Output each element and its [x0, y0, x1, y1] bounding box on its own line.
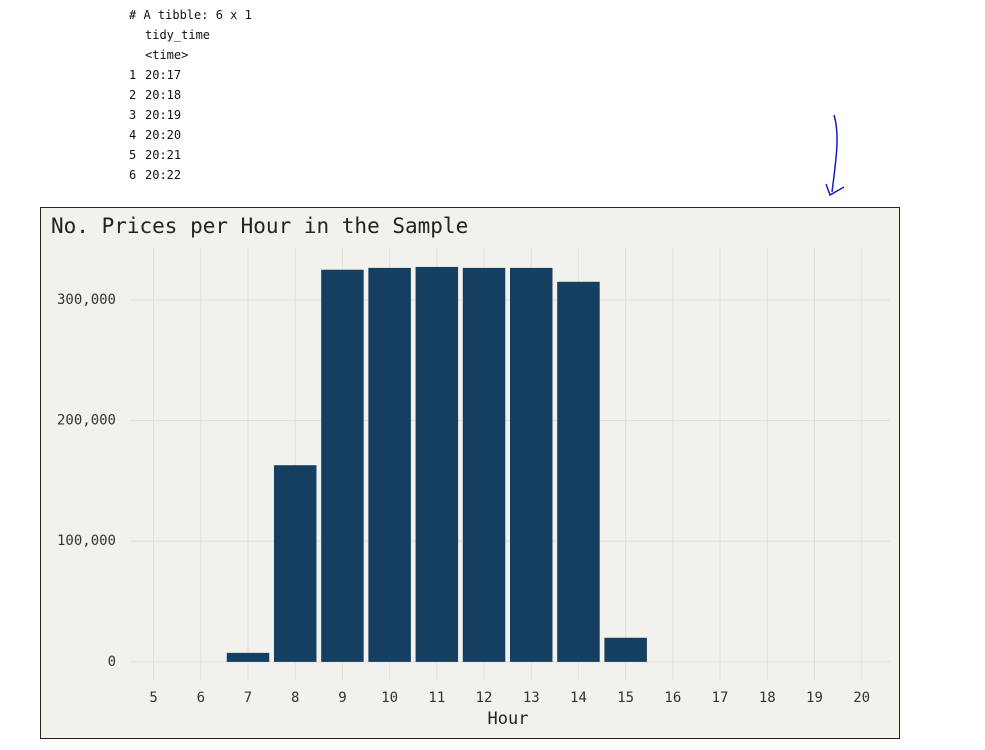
x-tick-label: 18 [759, 690, 776, 706]
row-index: 6 [129, 168, 137, 182]
column-name: tidy_time [145, 28, 211, 42]
x-tick-label: 9 [338, 690, 346, 706]
row-value: 20:21 [145, 148, 182, 162]
bar [510, 267, 553, 662]
row-index: 5 [129, 148, 137, 162]
x-tick-label: 8 [291, 690, 299, 706]
bar [368, 267, 411, 662]
row-value: 20:17 [145, 68, 182, 82]
bar [557, 281, 600, 662]
row-index: 1 [129, 68, 137, 82]
x-tick-label: 12 [476, 690, 493, 706]
row-value: 20:19 [145, 108, 182, 122]
bar [273, 465, 317, 662]
bar [415, 266, 459, 662]
x-tick-label: 10 [381, 690, 398, 706]
y-tick-label: 300,000 [57, 292, 116, 308]
row-index: 3 [129, 108, 137, 122]
x-tick-label: 7 [244, 690, 252, 706]
tibble-header: # A tibble: 6 x 1 [129, 8, 252, 22]
bar [321, 269, 364, 662]
x-tick-label: 19 [806, 690, 823, 706]
bar [462, 267, 506, 662]
y-tick-label: 100,000 [57, 533, 116, 549]
bar [226, 652, 270, 662]
row-value: 20:20 [145, 128, 182, 142]
x-tick-label: 17 [712, 690, 729, 706]
x-tick-label: 11 [428, 690, 445, 706]
y-tick-label: 0 [108, 654, 116, 670]
row-index: 2 [129, 88, 137, 102]
row-value: 20:22 [145, 168, 182, 182]
x-tick-label: 16 [664, 690, 681, 706]
bar [604, 637, 647, 662]
x-tick-label: 14 [570, 690, 587, 706]
hand-drawn-arrow [825, 114, 845, 197]
x-tick-label: 6 [197, 690, 205, 706]
x-tick-label: 20 [853, 690, 870, 706]
x-tick-label: 13 [523, 690, 540, 706]
y-tick-label: 200,000 [57, 413, 116, 429]
row-index: 4 [129, 128, 137, 142]
column-type: <time> [145, 48, 189, 62]
chart-title: No. Prices per Hour in the Sample [51, 214, 468, 238]
x-axis-label: Hour [488, 709, 529, 729]
x-tick-label: 15 [617, 690, 634, 706]
chart: No. Prices per Hour in the Sample Hour 0… [40, 207, 900, 739]
x-tick-label: 5 [149, 690, 157, 706]
row-value: 20:18 [145, 88, 182, 102]
